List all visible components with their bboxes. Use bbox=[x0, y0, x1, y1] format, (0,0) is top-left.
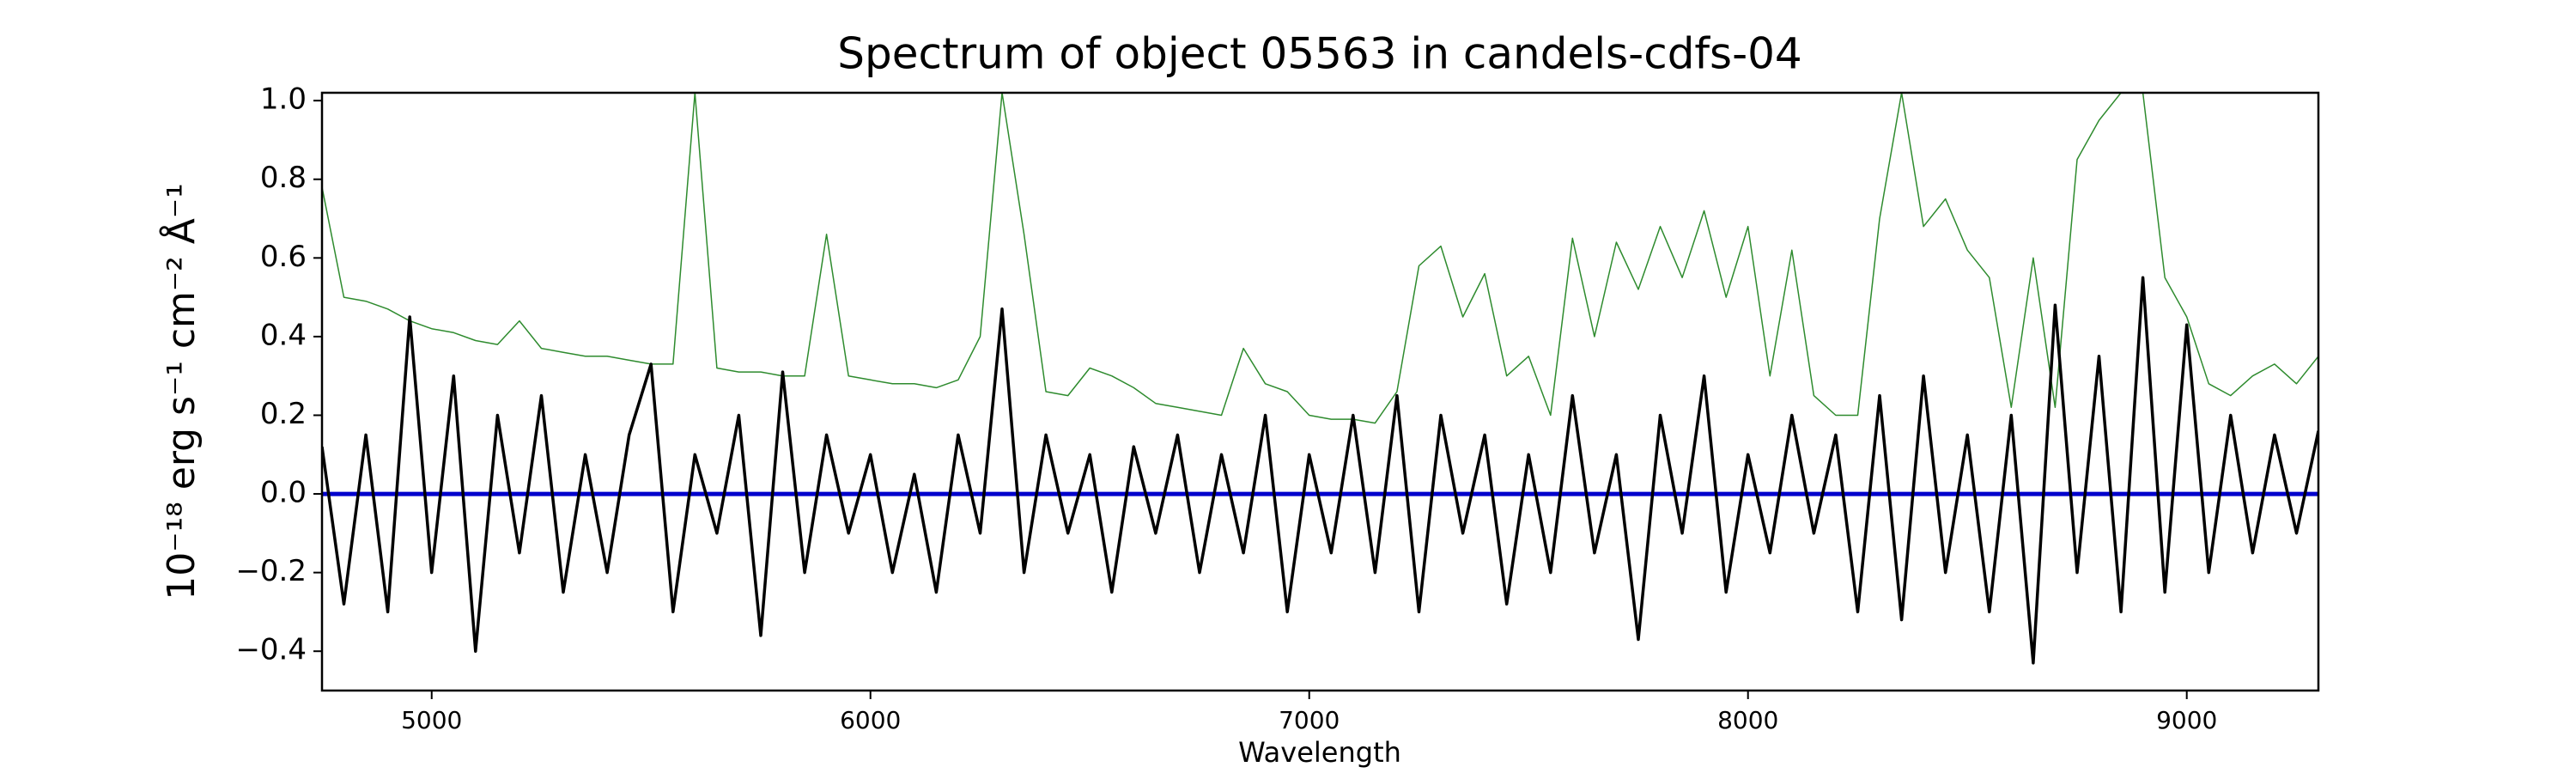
x-tick-label: 8000 bbox=[1717, 706, 1778, 734]
y-tick-label: 0.8 bbox=[260, 161, 307, 195]
chart-title: Spectrum of object 05563 in candels-cdfs… bbox=[837, 29, 1802, 79]
y-tick-label: 1.0 bbox=[260, 82, 307, 117]
x-axis-label: Wavelength bbox=[1238, 736, 1401, 769]
x-tick-label: 9000 bbox=[2156, 706, 2217, 734]
x-tick-label: 7000 bbox=[1279, 706, 1340, 734]
y-tick-label: 0.0 bbox=[260, 476, 307, 510]
x-tick-label: 6000 bbox=[840, 706, 901, 734]
y-axis-label: 10⁻¹⁸ erg s⁻¹ cm⁻² Å⁻¹ bbox=[158, 183, 204, 600]
y-tick-label: −0.2 bbox=[235, 554, 307, 588]
spectrum-line bbox=[322, 93, 2318, 424]
y-tick-label: −0.4 bbox=[235, 633, 307, 667]
spectrum-line bbox=[322, 276, 2318, 665]
plot-area bbox=[322, 93, 2318, 665]
y-tick-label: 0.2 bbox=[260, 397, 307, 431]
y-tick-label: 0.6 bbox=[260, 240, 307, 274]
y-tick-label: 0.4 bbox=[260, 318, 307, 352]
x-tick-label: 5000 bbox=[401, 706, 462, 734]
plot-frame bbox=[320, 91, 2320, 692]
